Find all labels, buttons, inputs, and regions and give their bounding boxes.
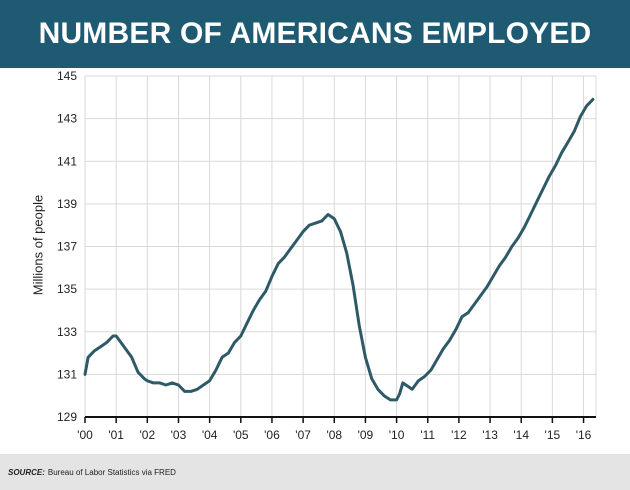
x-tick-label: '06 [264, 428, 280, 442]
x-tick-label: '09 [358, 428, 374, 442]
x-tick-label: '03 [171, 428, 187, 442]
x-tick-label: '13 [482, 428, 498, 442]
y-tick-label: 133 [57, 325, 77, 339]
x-tick-label: '01 [108, 428, 124, 442]
y-tick-label: 135 [57, 282, 77, 296]
y-tick-label: 137 [57, 240, 77, 254]
title-bar: NUMBER OF AMERICANS EMPLOYED [0, 0, 630, 68]
x-tick-label: '05 [233, 428, 249, 442]
x-tick-label: '07 [295, 428, 311, 442]
x-tick-label: '14 [513, 428, 529, 442]
x-tick-label: '10 [389, 428, 405, 442]
x-tick-label: '00 [77, 428, 93, 442]
x-tick-label: '16 [576, 428, 592, 442]
x-tick-label: '04 [202, 428, 218, 442]
y-tick-label: 145 [57, 69, 77, 83]
y-tick-label: 129 [57, 410, 77, 424]
x-tick-label: '12 [451, 428, 467, 442]
x-tick-label: '02 [139, 428, 155, 442]
y-tick-label: 131 [57, 367, 77, 381]
y-tick-label: 143 [57, 112, 77, 126]
x-tick-label: '15 [545, 428, 561, 442]
line-chart: 129 131 133 135 137 139 141 143 145 '00 '01 '02 '03 '… [57, 69, 597, 442]
x-tick-label: '11 [420, 428, 435, 442]
series-line-employed [83, 97, 595, 402]
chart-title: NUMBER OF AMERICANS EMPLOYED [38, 17, 592, 50]
source-text: Bureau of Labor Statistics via FRED [47, 467, 176, 477]
y-tick-label: 139 [57, 197, 77, 211]
x-tick-label: '08 [326, 428, 342, 442]
source-label: SOURCE: [8, 467, 45, 477]
y-tick-label: 141 [57, 154, 77, 168]
source-footer: SOURCE: Bureau of Labor Statistics via F… [0, 454, 630, 490]
